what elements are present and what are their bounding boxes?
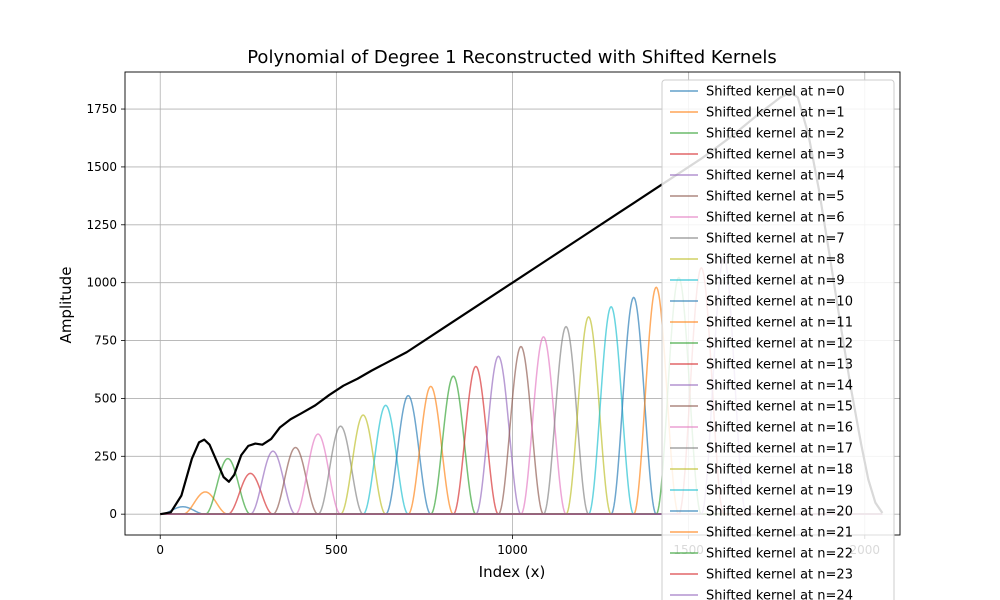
legend-label-n15: Shifted kernel at n=15 — [706, 400, 853, 415]
legend-label-n5: Shifted kernel at n=5 — [706, 190, 845, 205]
legend-label-n10: Shifted kernel at n=10 — [706, 295, 853, 310]
legend-label-n0: Shifted kernel at n=0 — [706, 85, 845, 100]
legend-label-n24: Shifted kernel at n=24 — [706, 589, 853, 600]
y-tick-label: 500 — [94, 391, 117, 405]
legend-label-n1: Shifted kernel at n=1 — [706, 106, 845, 121]
legend-label-n14: Shifted kernel at n=14 — [706, 379, 853, 394]
legend-label-n17: Shifted kernel at n=17 — [706, 442, 853, 457]
x-tick-label: 1000 — [497, 543, 528, 557]
y-tick-label: 1750 — [86, 102, 117, 116]
y-tick-label: 1250 — [86, 218, 117, 232]
legend-label-n21: Shifted kernel at n=21 — [706, 526, 853, 541]
legend-label-n22: Shifted kernel at n=22 — [706, 547, 853, 562]
legend-label-n2: Shifted kernel at n=2 — [706, 127, 845, 142]
legend-label-n18: Shifted kernel at n=18 — [706, 463, 853, 478]
legend-label-n13: Shifted kernel at n=13 — [706, 358, 853, 373]
legend-label-n11: Shifted kernel at n=11 — [706, 316, 853, 331]
legend-label-n7: Shifted kernel at n=7 — [706, 232, 845, 247]
legend-label-n23: Shifted kernel at n=23 — [706, 568, 853, 583]
y-axis-label: Amplitude — [57, 267, 75, 344]
y-tick-label: 250 — [94, 449, 117, 463]
legend-label-n6: Shifted kernel at n=6 — [706, 211, 845, 226]
plot-frame — [124, 71, 901, 536]
y-tick-label: 1000 — [86, 276, 117, 290]
legend-box — [661, 79, 895, 600]
x-axis-label: Index (x) — [479, 563, 546, 581]
legend-label-n20: Shifted kernel at n=20 — [706, 505, 853, 520]
legend-label-n16: Shifted kernel at n=16 — [706, 421, 853, 436]
chart-title: Polynomial of Degree 1 Reconstructed wit… — [247, 47, 777, 68]
legend-label-n8: Shifted kernel at n=8 — [706, 253, 845, 268]
legend-label-n4: Shifted kernel at n=4 — [706, 169, 845, 184]
legend-label-n12: Shifted kernel at n=12 — [706, 337, 853, 352]
legend-label-n9: Shifted kernel at n=9 — [706, 274, 845, 289]
x-tick-label: 500 — [325, 543, 348, 557]
y-tick-label: 1500 — [86, 160, 117, 174]
legend-label-n19: Shifted kernel at n=19 — [706, 484, 853, 499]
legend-label-n3: Shifted kernel at n=3 — [706, 148, 845, 163]
y-tick-label: 0 — [109, 507, 117, 521]
legend: Shifted kernel at n=0 Shifted kernel at n… — [661, 79, 895, 600]
x-tick-label: 0 — [156, 543, 164, 557]
y-tick-label: 750 — [94, 334, 117, 348]
